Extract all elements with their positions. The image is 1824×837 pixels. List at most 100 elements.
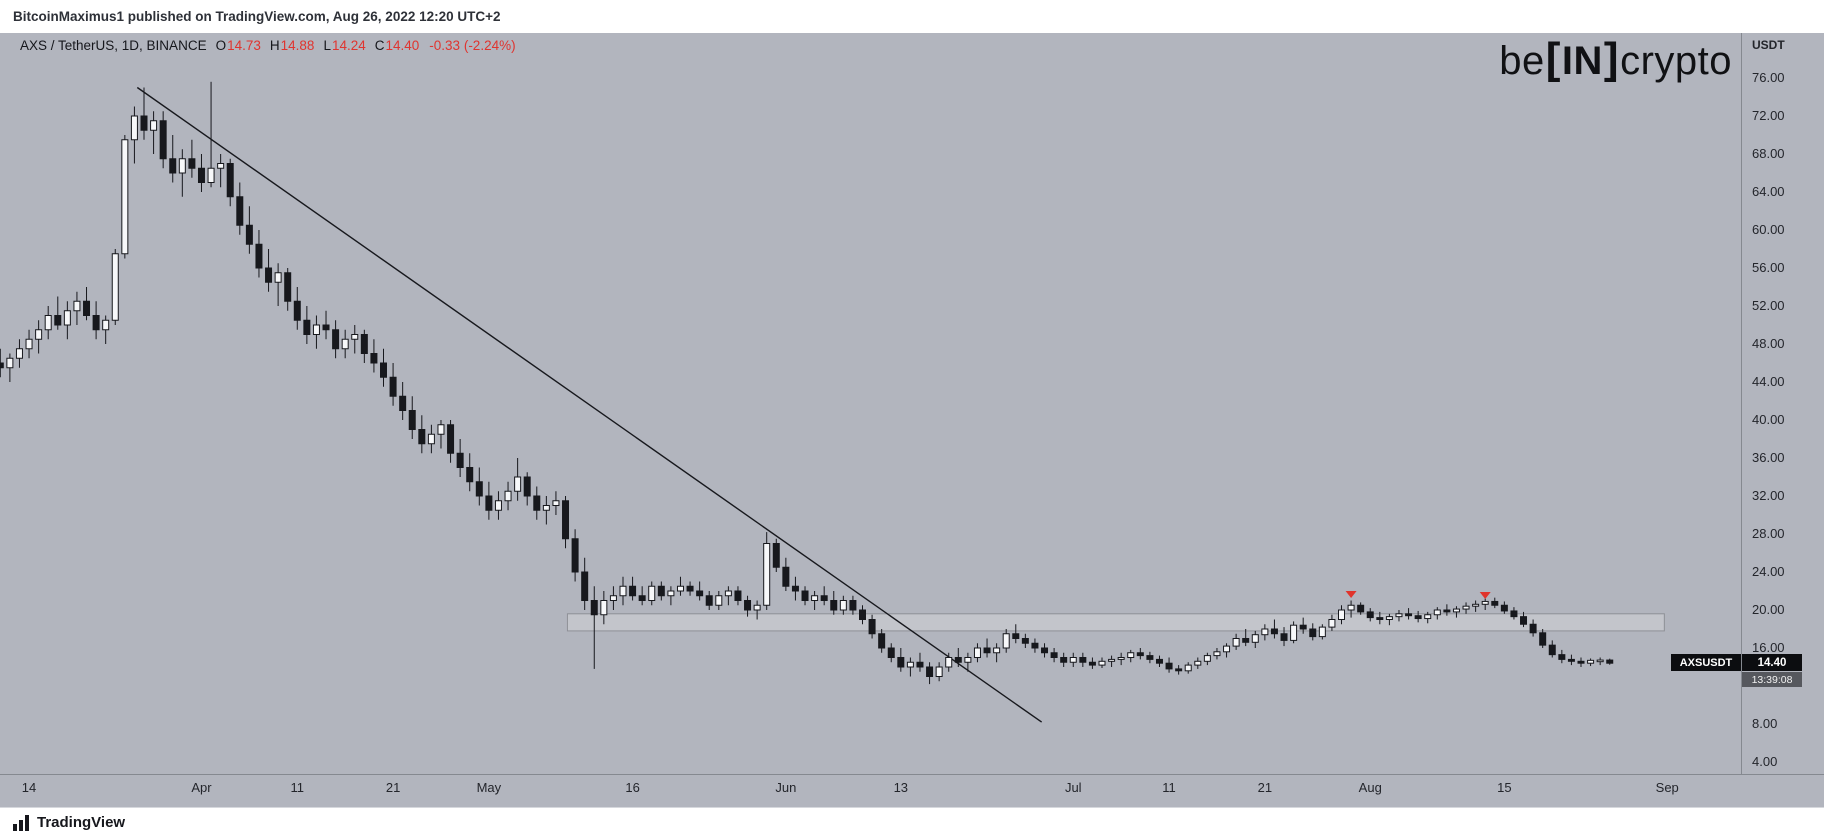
candle-down	[0, 362, 4, 369]
candle-up	[964, 657, 972, 663]
candle-down	[1376, 617, 1384, 620]
chart-area[interactable]: AXS / TetherUS, 1D, BINANCE O 14.73 H 14.8…	[0, 33, 1824, 807]
candle-up	[648, 585, 656, 601]
legend-open-group: O 14.73	[216, 38, 261, 53]
legend-close-group: C 14.40	[375, 38, 420, 53]
time-axis-separator	[0, 774, 1824, 775]
candle-down	[92, 315, 100, 331]
candle-down	[1012, 633, 1020, 639]
candle-up	[715, 595, 723, 606]
watermark-crypto-text: crypto	[1620, 38, 1732, 83]
candle-up	[207, 167, 215, 183]
candle-down	[418, 429, 426, 445]
candle-down	[197, 167, 205, 183]
candlestick-chart[interactable]	[0, 33, 1824, 807]
candle-down	[140, 115, 148, 131]
candle-up	[1098, 660, 1106, 666]
candle-up	[619, 585, 627, 597]
candle-down	[657, 585, 665, 597]
candle-up	[1127, 652, 1135, 658]
candle-down	[1041, 647, 1049, 654]
tradingview-logo-text[interactable]: TradingView	[37, 814, 126, 831]
candle-down	[734, 590, 742, 601]
candle-up	[1251, 634, 1259, 643]
candle-down	[447, 424, 455, 454]
candle-down	[983, 647, 991, 654]
legend-close-value: 14.40	[385, 38, 420, 53]
candle-up	[217, 163, 225, 169]
candle-up	[811, 595, 819, 601]
candle-up	[676, 585, 684, 592]
candle-up	[724, 590, 732, 597]
candle-up	[351, 334, 359, 340]
candle-down	[887, 647, 895, 658]
candle-up	[973, 647, 981, 658]
candle-down	[1443, 609, 1451, 613]
candle-down	[1021, 638, 1029, 644]
candle-up	[1587, 659, 1595, 664]
candle-down	[303, 319, 311, 335]
candle-down	[1031, 642, 1039, 649]
symbol-legend: AXS / TetherUS, 1D, BINANCE O 14.73 H 14.8…	[20, 38, 516, 53]
legend-open-value: 14.73	[227, 38, 261, 53]
candle-down	[1155, 658, 1163, 664]
candle-down	[1299, 624, 1307, 630]
candle-down	[1357, 604, 1365, 613]
candle-up	[102, 319, 110, 331]
candle-down	[696, 590, 704, 597]
candle-down	[954, 657, 962, 663]
candle-up	[274, 272, 282, 283]
candle-up	[6, 357, 14, 369]
beincrypto-watermark: be [ IN ] crypto	[1499, 34, 1732, 86]
candle-up	[1424, 614, 1432, 620]
candle-up	[1223, 645, 1231, 653]
candle-up	[993, 647, 1001, 654]
candle-down	[571, 538, 579, 573]
candle-down	[782, 566, 790, 587]
legend-high-group: H 14.88	[270, 38, 315, 53]
candle-down	[188, 158, 196, 169]
legend-open-label: O	[215, 38, 227, 53]
candle-down	[1088, 661, 1096, 666]
candle-up	[1002, 633, 1010, 649]
candle-up	[44, 315, 52, 331]
candle-down	[1558, 654, 1566, 660]
candle-up	[63, 310, 71, 326]
candle-up	[514, 476, 522, 492]
candle-down	[638, 595, 646, 601]
resistance-zone-rectangle[interactable]	[566, 613, 1665, 632]
red-triangle-marker-icon	[1345, 591, 1357, 598]
red-triangle-marker-icon	[1479, 591, 1491, 599]
footer-bar: TradingView	[0, 807, 1824, 837]
bar-countdown-label: 13:39:08	[1742, 672, 1802, 687]
candle-up	[494, 500, 502, 511]
candle-up	[121, 139, 129, 255]
candle-down	[533, 495, 541, 511]
candle-down	[370, 353, 378, 364]
candle-up	[1261, 628, 1269, 636]
candle-up	[1328, 619, 1336, 628]
candle-up	[753, 604, 761, 611]
candle-up	[1232, 638, 1240, 647]
candle-down	[1270, 628, 1278, 635]
candle-up	[600, 600, 608, 616]
candle-up	[1433, 609, 1441, 616]
candle-up	[1117, 657, 1125, 660]
candle-up	[341, 338, 349, 350]
candle-down	[169, 158, 177, 174]
descending-trendline[interactable]	[136, 86, 1043, 723]
last-price-symbol-label: AXSUSDT	[1671, 654, 1741, 671]
tradingview-logo-icon[interactable]	[12, 814, 30, 832]
candle-down	[705, 595, 713, 606]
price-axis-separator	[1741, 33, 1742, 774]
candle-up	[1069, 657, 1077, 663]
candle-down	[1548, 644, 1556, 656]
candle-up	[1318, 626, 1326, 638]
attribution-text: BitcoinMaximus1 published on TradingView…	[13, 9, 501, 24]
candle-down	[581, 571, 589, 601]
legend-symbol-title[interactable]: AXS / TetherUS, 1D, BINANCE	[20, 38, 207, 53]
candle-down	[255, 243, 263, 269]
candle-up	[609, 595, 617, 601]
candle-down	[265, 267, 273, 283]
candle-down	[878, 633, 886, 649]
